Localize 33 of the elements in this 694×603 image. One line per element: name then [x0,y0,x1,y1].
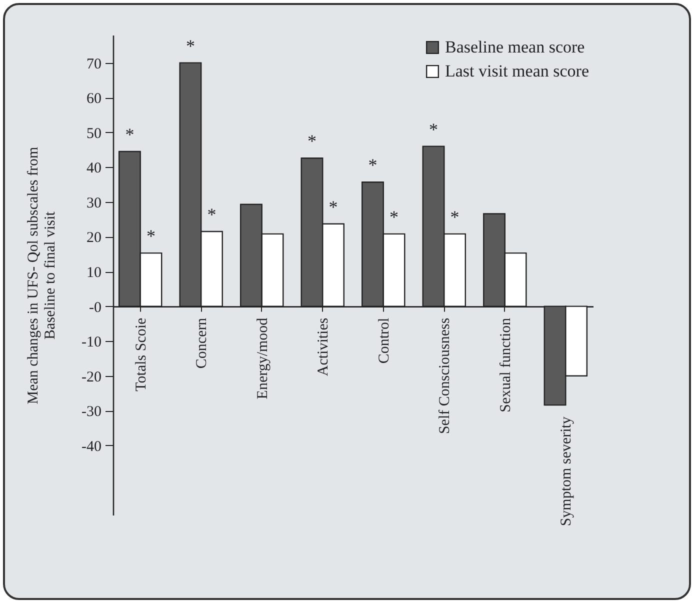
y-axis-title: Mean changes in UFS- Qol subscales from Baseline to final visit [26,146,59,404]
x-tick-label: Concern [194,317,210,369]
annotation: * [368,155,378,176]
x-tick-label: Sexual function [498,317,514,412]
y-tick-label: 50 [86,126,102,142]
x-tick-label: Totals Scoie [133,317,150,392]
y-tick-label: 70 [86,56,102,72]
y-tick-label: -10 [82,334,102,351]
x-tick-label: Energy/mood [254,317,271,400]
y-tick-label: 30 [86,195,102,212]
y-tick-label: -40 [82,438,102,455]
x-tick-label: Symptom severity [558,416,575,526]
y-tick-label: 40 [86,160,102,177]
y-tick-label: 60 [86,91,102,108]
annotation: * [328,196,338,217]
x-tick-label: Self Consciousness [437,318,454,434]
annotation: * [125,124,134,145]
annotation: * [186,36,195,56]
y-tick-label: 10 [86,265,102,282]
y-tick-label: 20 [86,230,102,246]
x-tick-label: Activities [316,318,332,376]
legend-label: Baseline mean score [445,38,585,56]
annotation: * [429,119,438,140]
y-tick-label: -30 [82,404,102,420]
annotation: * [390,206,399,227]
y-tick-label: -20 [82,369,102,386]
x-tick-label: Control [376,318,392,364]
annotation: * [146,226,156,246]
annotation: * [207,204,216,225]
annotation: * [450,206,460,227]
annotation: * [307,131,316,152]
y-tick-label: -0 [89,300,102,316]
legend-label: Last visit mean score [445,62,589,80]
